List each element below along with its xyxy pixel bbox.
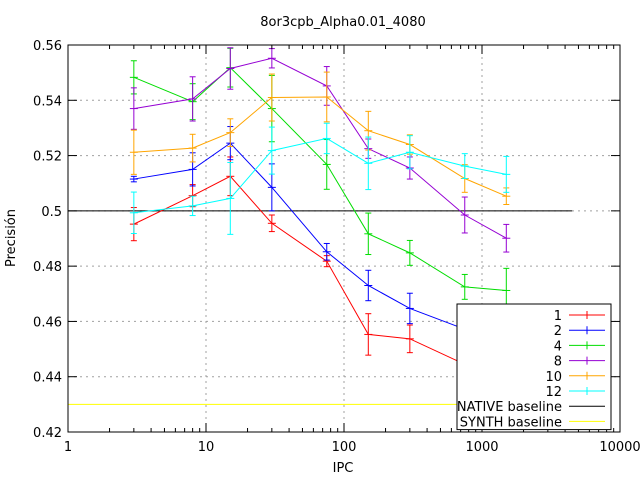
legend-label: NATIVE baseline [457,400,562,415]
x-axis-title: IPC [333,461,354,476]
legend-label: SYNTH baseline [460,415,562,430]
x-tick-label: 1 [64,440,72,455]
legend-label: 1 [554,309,562,324]
y-tick-label: 0.42 [33,426,62,441]
x-tick-label: 100 [332,440,357,455]
y-tick-label: 0.52 [33,150,62,165]
legend-label: 4 [554,339,562,354]
y-axis-title: Precisión [4,209,19,267]
y-tick-label: 0.56 [33,39,62,54]
legend-label: 8 [554,355,562,370]
y-tick-label: 0.5 [41,205,62,220]
legend-label: 2 [554,324,562,339]
y-tick-label: 0.54 [33,94,62,109]
series-group [129,47,511,385]
axis-ticks: 1 10 100 1000 10000 0.42 0.44 0.46 0.48 0.5 0.52 0.… [33,39,640,455]
legend-label: 12 [545,385,562,400]
legend-label: 10 [545,370,562,385]
y-tick-label: 0.46 [33,315,62,330]
y-tick-label: 0.48 [33,260,62,275]
legend-box [456,303,612,431]
y-tick-label: 0.44 [33,371,62,386]
x-tick-label: 1000 [465,440,498,455]
chart-title: 8or3cpb_Alpha0.01_4080 [260,15,425,30]
x-tick-label: 10 [198,440,215,455]
x-tick-label: 10000 [599,440,640,455]
